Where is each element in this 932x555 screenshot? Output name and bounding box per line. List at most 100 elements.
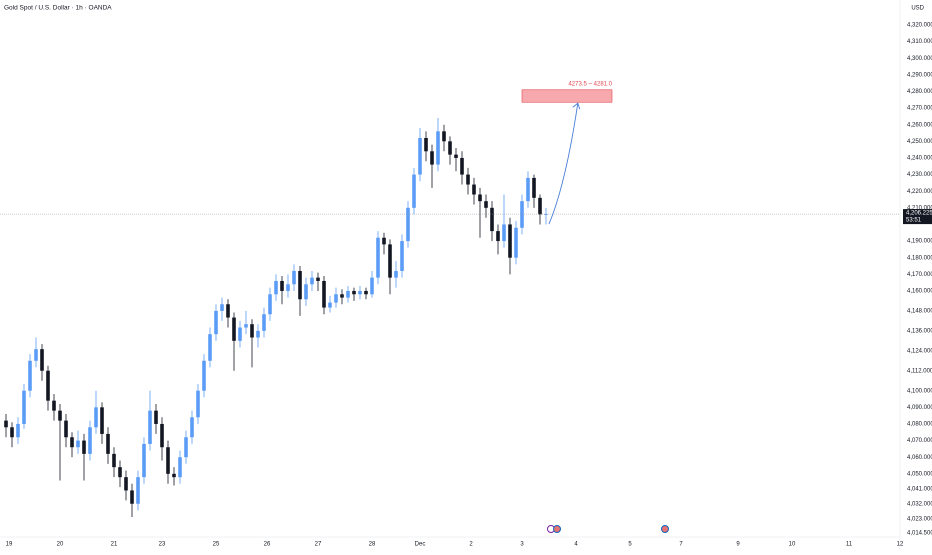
candle-body: [202, 360, 206, 391]
candle-body: [400, 241, 404, 271]
y-tick-label: 4,220.000: [907, 189, 932, 195]
y-tick-label: 4,023.000: [907, 516, 932, 522]
candle-body: [196, 390, 200, 418]
candle-body: [130, 490, 134, 504]
x-tick-label: 10: [789, 542, 796, 548]
candle-body: [544, 214, 548, 215]
y-tick-label: 4,041.000: [907, 486, 932, 492]
y-tick-label: 4,240.000: [907, 156, 932, 162]
candle-body: [238, 327, 242, 341]
y-tick-label: 4,050.000: [907, 471, 932, 477]
candle-body: [298, 270, 302, 300]
x-tick-label: 28: [369, 542, 376, 548]
x-tick-label: 26: [264, 542, 271, 548]
candle-body: [364, 290, 368, 295]
x-tick-label: 21: [111, 542, 118, 548]
x-tick-label: 7: [679, 542, 683, 548]
candle-body: [244, 324, 248, 328]
candle-body: [280, 280, 284, 291]
y-tick-label: 4,160.000: [907, 289, 932, 295]
candle-body: [472, 184, 476, 195]
candle-body: [82, 440, 86, 454]
candle-body: [484, 201, 488, 208]
candle-body: [460, 157, 464, 175]
candle-body: [76, 440, 80, 448]
candle-body: [304, 284, 308, 300]
candle-body: [292, 270, 296, 285]
candle-body: [382, 237, 386, 245]
candle-body: [502, 224, 506, 242]
candle-body: [220, 304, 224, 311]
y-tick-label: 4,250.000: [907, 139, 932, 145]
candle-body: [268, 294, 272, 315]
x-tick-label: 27: [315, 542, 322, 548]
candle-body: [352, 290, 356, 295]
y-tick-label: 4,230.000: [907, 172, 932, 178]
candle-body: [514, 227, 518, 258]
candle-body: [70, 437, 74, 448]
y-tick-label: 4,300.000: [907, 56, 932, 62]
candle-body: [100, 407, 104, 434]
candle-body: [124, 477, 128, 491]
candle-body: [466, 174, 470, 185]
x-tick-label: 23: [159, 542, 166, 548]
candle-body: [190, 417, 194, 438]
candle-body: [478, 194, 482, 202]
candle-body: [166, 447, 170, 474]
candle-body: [370, 277, 374, 295]
candle-body: [520, 201, 524, 228]
candle-body: [286, 284, 290, 291]
y-tick-label: 4,148.000: [907, 308, 932, 314]
candle-body: [406, 207, 410, 242]
y-tick-label: 4,290.000: [907, 72, 932, 78]
x-tick-label: 5: [628, 542, 632, 548]
candle-body: [4, 420, 8, 428]
currency-label: USD: [911, 6, 924, 12]
y-tick-label: 4,280.000: [907, 89, 932, 95]
y-tick-label: 4,060.000: [907, 455, 932, 461]
candle-body: [64, 420, 68, 438]
candle-body: [28, 360, 32, 391]
candle-body: [46, 370, 50, 401]
candle-body: [10, 427, 14, 438]
candle-body: [94, 407, 98, 428]
candle-body: [448, 141, 452, 155]
event-icon: [661, 525, 669, 533]
y-tick-label: 4,190.000: [907, 239, 932, 245]
price-label-box: [903, 209, 932, 225]
candle-body: [22, 390, 26, 424]
price-label: 4,206.225: [906, 211, 932, 217]
candle-body: [148, 410, 152, 444]
candle-body: [340, 294, 344, 298]
candles: [4, 118, 548, 518]
candle-body: [346, 290, 350, 298]
x-tick-label: 25: [213, 542, 220, 548]
x-tick-label: 9: [736, 542, 740, 548]
candle-body: [256, 330, 260, 338]
candle-body: [214, 310, 218, 335]
forecast-arrowhead: [572, 102, 581, 110]
candle-body: [454, 154, 458, 158]
candle-body: [112, 453, 116, 468]
candle-body: [418, 137, 422, 175]
candle-body: [310, 277, 314, 285]
candle-body: [58, 410, 62, 421]
forecast-arrow: [548, 103, 579, 225]
target-zone-label: 4273.5 ~ 4281.0: [568, 81, 612, 87]
candle-body: [118, 467, 122, 478]
candle-body: [334, 294, 338, 303]
candle-body: [322, 280, 326, 308]
y-tick-label: 4,014.500: [907, 530, 932, 536]
y-tick-label: 4,136.000: [907, 328, 932, 334]
candle-body: [442, 131, 446, 142]
candle-body: [376, 237, 380, 278]
candle-body: [532, 177, 536, 198]
x-tick-label: 2: [469, 542, 473, 548]
y-tick-label: 4,320.000: [907, 23, 932, 29]
candle-body: [226, 304, 230, 318]
candle-body: [16, 423, 20, 438]
candle-body: [358, 290, 362, 295]
target-zone: [521, 89, 613, 103]
event-icon: [553, 525, 561, 533]
